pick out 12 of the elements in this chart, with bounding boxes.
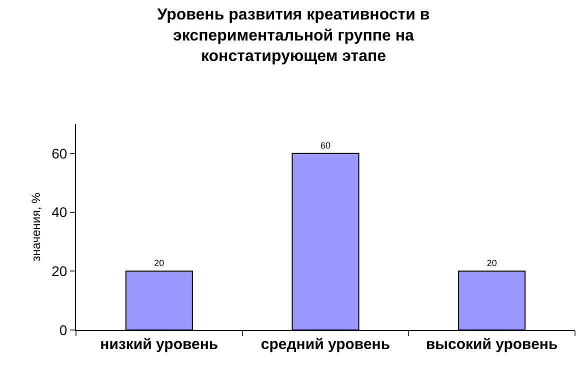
chart-title: Уровень развития креативности в экспериментальной группе на констатирующем этапе [157,6,430,66]
data-label: 20 [154,258,164,268]
y-tick-label: 40 [52,204,68,220]
x-tick-label: высокий уровень [426,336,558,353]
data-label: 20 [486,258,497,268]
x-tick-label: средний уровень [260,336,390,353]
y-tick-label: 20 [52,263,68,280]
y-tick-label: 60 [52,145,68,162]
data-label: 60 [320,140,331,150]
x-tick-label: низкий уровень [100,336,218,353]
y-tick-label: 0 [59,322,68,338]
y-axis-title: значения, % [28,192,43,262]
